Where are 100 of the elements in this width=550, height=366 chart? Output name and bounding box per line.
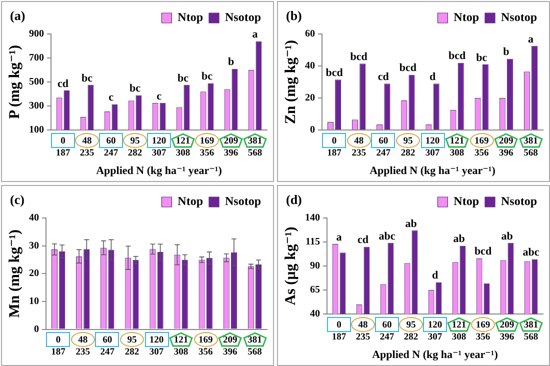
- annotation: bcd: [326, 66, 343, 79]
- y-tick-label: 300: [29, 100, 44, 112]
- annotation: a: [252, 28, 258, 41]
- y-tick-label: 500: [29, 76, 44, 88]
- y-tick-label: 140: [305, 212, 320, 224]
- x-tick-label: 60 247: [104, 136, 118, 158]
- x-tick-label: 60 247: [380, 320, 394, 342]
- y-tick-label: 40: [305, 60, 315, 72]
- annotation: bcd: [448, 50, 466, 62]
- annotation: bcd: [474, 246, 492, 258]
- annotation: d: [429, 70, 436, 83]
- y-tick-label: 40: [29, 212, 39, 224]
- x-tick-label: 121 308: [452, 320, 466, 342]
- annotation: b: [503, 46, 510, 58]
- annotation: cd: [378, 70, 389, 83]
- legend-label: Nsotop: [500, 10, 538, 24]
- y-tick-label: 700: [29, 52, 44, 64]
- y-tick-label: 40: [310, 308, 320, 320]
- annotation: bc: [130, 82, 141, 95]
- annotation: cd: [358, 234, 368, 246]
- x-tick-label: 0 187: [327, 136, 342, 158]
- annotation: bc: [82, 72, 93, 84]
- annotation: d: [432, 270, 438, 282]
- x-tick-label: 0 187: [51, 336, 66, 358]
- annotation: abc: [378, 230, 396, 242]
- legend-label: Nsotop: [224, 10, 262, 24]
- x-tick-label: 0 187: [56, 136, 70, 158]
- x-tick-label: 209 396: [223, 336, 238, 358]
- y-tick-label: 60: [305, 28, 315, 40]
- x-tick-label: 209 396: [500, 320, 514, 342]
- legend-label: Nsotop: [500, 194, 538, 208]
- x-tick-label: 0 187: [332, 320, 346, 342]
- y-tick-label: 20: [305, 92, 315, 104]
- legend-label: Nsotop: [224, 194, 262, 208]
- annotation: bcd: [350, 50, 368, 63]
- chart-title: (c): [10, 192, 24, 207]
- x-axis-title: Applied N (kg ha⁻¹ year⁻¹): [96, 165, 222, 178]
- x-tick-label: 381 568: [248, 136, 262, 158]
- y-axis-title: Mn (mg kg⁻¹): [6, 230, 23, 318]
- x-tick-label: 381 568: [248, 336, 262, 358]
- annotation: abc: [522, 246, 540, 259]
- legend-label: Ntop: [178, 194, 204, 208]
- annotation: bcd: [399, 62, 417, 74]
- x-tick-label: 95 282: [404, 320, 418, 342]
- x-tick-label: 95 282: [124, 336, 140, 358]
- annotation: cd: [58, 78, 68, 90]
- x-tick-label: 169 356: [474, 136, 489, 158]
- annotation: a: [528, 33, 534, 46]
- x-tick-label: 169 356: [476, 320, 490, 342]
- x-tick-label: 121 308: [450, 136, 464, 158]
- annotation: ab: [453, 233, 465, 246]
- y-tick-label: 115: [306, 236, 320, 248]
- y-tick-label: 30: [29, 240, 39, 252]
- x-axis-title: Applied N (kg ha⁻¹ year⁻¹): [372, 349, 498, 362]
- annotation: ab: [501, 230, 513, 242]
- y-tick-label: 65: [310, 284, 320, 296]
- y-tick-label: 0: [310, 124, 315, 136]
- annotation: bc: [202, 70, 213, 83]
- x-tick-label: 120 307: [425, 136, 440, 158]
- legend-label: Ntop: [454, 194, 480, 208]
- x-tick-label: 95 282: [128, 136, 142, 158]
- y-tick-label: 0: [34, 324, 39, 335]
- y-tick-label: 900: [29, 28, 44, 40]
- x-tick-label: 48 235: [352, 136, 366, 158]
- x-tick-label: 209 396: [224, 136, 238, 158]
- x-tick-label: 95 282: [400, 136, 416, 158]
- x-tick-label: 48 235: [356, 320, 370, 342]
- annotation: a: [336, 231, 342, 244]
- chart-title: (d): [286, 192, 302, 207]
- annotation: c: [108, 92, 114, 104]
- x-tick-label: 169 356: [200, 136, 214, 158]
- annotation: b: [228, 56, 234, 68]
- legend-label: Ntop: [454, 10, 480, 24]
- y-tick-label: 100: [29, 124, 44, 136]
- y-axis-title: Zn (mg kg⁻¹): [282, 40, 299, 124]
- x-axis-title: Applied N (kg ha⁻¹ year⁻¹): [370, 165, 496, 178]
- y-tick-label: 20: [29, 268, 39, 280]
- x-tick-label: 48 235: [80, 136, 94, 158]
- x-tick-label: 120 307: [149, 336, 164, 358]
- x-tick-label: 120 307: [152, 136, 166, 158]
- annotation: c: [156, 90, 162, 102]
- x-tick-label: 121 308: [176, 136, 190, 158]
- x-tick-label: 60 247: [100, 336, 115, 358]
- x-tick-label: 381 568: [524, 136, 538, 158]
- legend-label: Ntop: [178, 10, 204, 24]
- x-tick-label: 209 396: [499, 136, 514, 158]
- x-tick-label: 121 308: [174, 336, 188, 358]
- y-tick-label: 90: [310, 260, 320, 272]
- chart-title: (b): [286, 8, 302, 23]
- x-tick-label: 48 235: [76, 336, 90, 358]
- chart-title: (a): [10, 8, 26, 23]
- y-tick-label: 10: [29, 296, 39, 308]
- x-tick-label: 169 356: [198, 336, 213, 358]
- x-tick-label: 381 568: [524, 320, 538, 342]
- annotation: bc: [178, 72, 189, 84]
- annotation: bc: [476, 52, 488, 64]
- y-axis-title: P (mg kg⁻¹): [6, 44, 23, 120]
- x-tick-label: 120 307: [428, 320, 442, 342]
- x-tick-label: 60 247: [376, 136, 391, 158]
- annotation: ab: [405, 218, 417, 230]
